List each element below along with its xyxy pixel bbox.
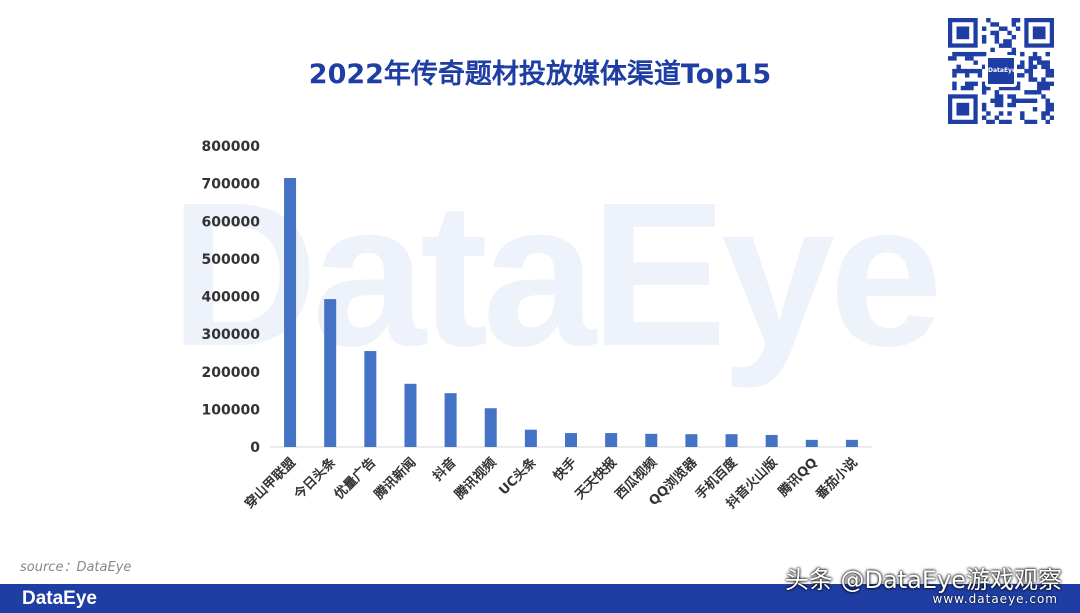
bar [845,439,858,447]
qr-code: DataEye [948,18,1055,125]
y-tick-label: 500000 [202,252,261,268]
x-tick-label: 腾讯视频 [451,455,500,504]
x-tick-label: 快手 [550,455,580,485]
x-tick-label: 穿山甲联盟 [242,455,299,512]
bar [484,408,497,447]
bar [444,393,457,447]
bar [645,433,658,447]
bar [565,433,577,447]
qr-code-pattern [948,18,1055,125]
y-tick-label: 200000 [202,365,261,381]
bar [524,429,537,447]
bar [284,177,297,447]
y-tick-label: 400000 [202,290,261,306]
y-tick-label: 100000 [202,402,261,418]
footer-logo: DataEye [22,588,97,609]
x-tick-label: 今日头条 [290,454,339,503]
y-tick-label: 800000 [202,139,261,155]
bar [605,433,618,447]
bar [725,434,738,447]
bar [324,299,337,447]
y-tick-label: 700000 [202,177,261,193]
overlay-url: www.dataeye.com [932,592,1058,606]
x-tick-label: 天天快报 [572,454,621,503]
y-tick-label: 0 [250,440,260,456]
bar [364,351,377,447]
x-tick-label: UC头条 [496,454,541,499]
x-tick-label: 抖音 [430,455,460,485]
footer-bar: DataEye [0,584,1080,613]
x-tick-label: 番茄小说 [812,455,861,504]
x-tick-label: 腾讯新闻 [370,455,419,504]
bar [805,439,818,447]
chart-title: 2022年传奇题材投放媒体渠道Top15 [308,59,772,90]
watermark: DataEye [170,160,943,389]
y-tick-label: 300000 [202,327,261,343]
x-tick-label: 优量广告 [331,455,379,503]
bar [765,434,778,447]
source-note: source：DataEye [20,560,132,575]
overlay-credit: 头条 @DataEye游戏观察 [784,566,1062,594]
qr-logo: DataEye [985,55,1017,87]
bar [404,383,417,447]
bar [685,434,698,447]
y-tick-label: 600000 [202,214,261,230]
bar-chart: 0 100000 200000 300000 400000 500000 600000 700… [202,139,872,512]
